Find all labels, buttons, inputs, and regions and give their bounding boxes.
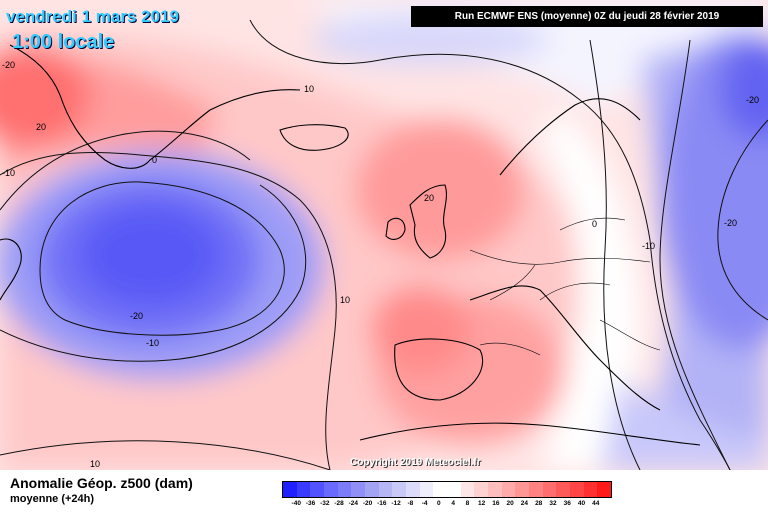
color-scale-tick: 44 [592, 500, 600, 507]
color-scale-tick: -40 [291, 500, 301, 507]
color-scale-tick: 12 [478, 500, 486, 507]
color-scale-tick: -36 [305, 500, 316, 507]
copyright-text: Copyright 2019 Meteociel.fr [350, 457, 481, 468]
contour-label: -20 [724, 218, 737, 228]
contour-label: 10 [304, 84, 314, 94]
color-scale-cell [570, 482, 584, 497]
color-scale-cell [542, 482, 557, 497]
color-scale-tick: -32 [320, 500, 330, 507]
color-scale-tick: -4 [421, 500, 428, 507]
anomaly-map: -20 20 -10 0 10 10 -20 -10 20 0 -10 -20 … [0, 0, 768, 470]
time-title: 1:00 locale [12, 31, 115, 53]
date-title: vendredi 1 mars 2019 [6, 7, 179, 26]
color-scale-cell [419, 482, 434, 497]
contour-label: 10 [90, 459, 100, 469]
color-scale-cell [501, 482, 516, 497]
color-scale-tick: -16 [377, 500, 387, 507]
color-scale-cell [556, 482, 571, 497]
color-scale-cell [365, 482, 379, 497]
color-scale-cell [351, 482, 366, 497]
contour-label: -20 [130, 311, 143, 321]
color-scale-cell [597, 482, 612, 497]
color-scale-cell [474, 482, 489, 497]
contour-label: 10 [340, 295, 350, 305]
color-scale-cell [529, 482, 543, 497]
color-scale-cell [515, 482, 530, 497]
contour-label: 0 [592, 219, 597, 229]
contour-label: -10 [146, 338, 159, 348]
color-scale-cell [324, 482, 338, 497]
color-scale-cell [296, 482, 311, 497]
color-scale-cell [447, 482, 461, 497]
color-scale-tick: -28 [334, 500, 344, 507]
color-scale-tick: 16 [492, 500, 500, 507]
legend-footer: Anomalie Géop. z500 (dam) moyenne (+24h)… [0, 470, 768, 512]
color-scale-bar [282, 481, 612, 498]
contour-label: 0 [152, 155, 157, 165]
color-scale-tick: 40 [577, 500, 586, 507]
run-info: Run ECMWF ENS (moyenne) 0Z du jeudi 28 f… [411, 6, 763, 27]
color-scale-tick: 28 [535, 500, 543, 507]
color-scale-cell [460, 482, 475, 497]
color-scale-ticks: -40 -36 -32 -28 -24 -20 -16 -12 -8 -4 0 4 8 12 16 20 24 2… [282, 500, 612, 510]
color-scale-tick: -8 [407, 500, 414, 507]
color-scale-cell [392, 482, 407, 497]
legend-title: Anomalie Géop. z500 (dam) [10, 475, 193, 491]
contour-label: 20 [424, 193, 434, 203]
color-scale-cell [283, 482, 297, 497]
color-scale-tick: 24 [520, 500, 529, 507]
color-scale-tick: 8 [465, 500, 470, 507]
legend-subtitle: moyenne (+24h) [10, 493, 95, 505]
contour-label: -20 [2, 60, 15, 70]
color-scale-tick: 0 [437, 500, 441, 507]
color-scale-tick: 4 [451, 500, 455, 507]
color-scale-tick: 36 [563, 500, 571, 507]
color-scale-cell [406, 482, 420, 497]
contour-label: -20 [746, 95, 759, 105]
color-scale-tick: -24 [348, 500, 358, 507]
color-scale-cell [583, 482, 598, 497]
color-scale-cell [488, 482, 502, 497]
color-scale-tick: 32 [549, 500, 557, 507]
color-scale-cell [433, 482, 448, 497]
color-scale-tick: -12 [391, 500, 401, 507]
color-scale-cell [310, 482, 325, 497]
contour-label: -10 [642, 241, 655, 251]
contour-label: -10 [2, 168, 15, 178]
color-scale-cell [337, 482, 352, 497]
color-scale-tick: -20 [362, 500, 373, 507]
color-scale-tick: 20 [506, 500, 514, 507]
color-scale-cell [378, 482, 393, 497]
contour-label: 20 [36, 122, 46, 132]
